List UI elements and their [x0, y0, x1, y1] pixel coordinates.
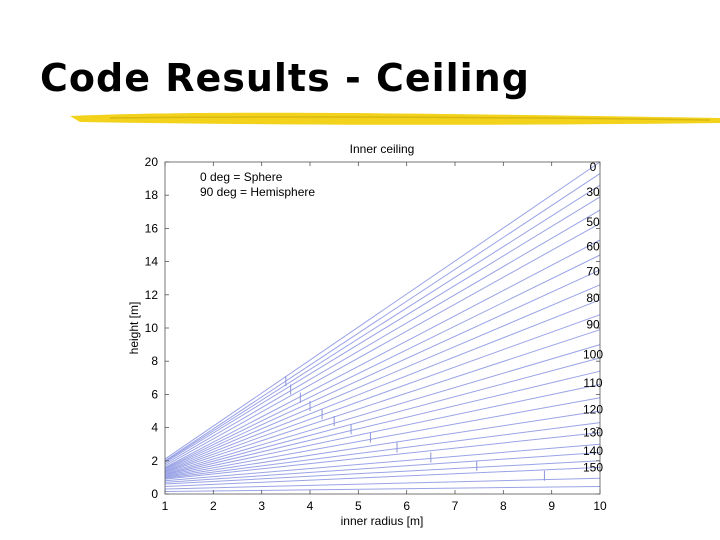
x-tick-label-6: 6: [403, 499, 410, 513]
curve-label-130: 130: [583, 426, 603, 440]
x-tick-label-4: 4: [307, 499, 314, 513]
y-tick-label-2: 2: [151, 454, 158, 468]
y-tick-label-20: 20: [145, 155, 159, 169]
x-tick-label-5: 5: [355, 499, 362, 513]
accent-bar-streak: [109, 116, 711, 121]
curve-140: [164, 452, 601, 483]
legend-line-2: 90 deg = Hemisphere: [200, 185, 315, 199]
curve-85: [164, 314, 601, 473]
curve-label-110: 110: [583, 376, 602, 390]
markers-group: [285, 376, 545, 481]
y-tick-label-0: 0: [151, 487, 158, 501]
curve-label-70: 70: [586, 265, 600, 279]
curve-125: [164, 422, 601, 479]
curve-105: [164, 370, 601, 476]
chart-title: Inner ceiling: [350, 142, 415, 156]
curve-80: [164, 299, 601, 472]
curve-135: [164, 443, 601, 482]
x-tick-label-10: 10: [593, 499, 607, 513]
curve-95: [164, 344, 601, 474]
legend-line-1: 0 deg = Sphere: [200, 170, 283, 184]
curve-30: [164, 196, 601, 463]
curve-label-100: 100: [583, 348, 603, 362]
y-tick-label-18: 18: [145, 188, 159, 202]
y-axis-label: height [m]: [127, 302, 141, 355]
curves-group: [164, 161, 601, 492]
y-tick-label-4: 4: [151, 421, 158, 435]
y-tick-label-10: 10: [145, 321, 159, 335]
y-tick-label-6: 6: [151, 387, 158, 401]
curve-40: [164, 209, 601, 465]
curve-label-0: 0: [590, 160, 597, 174]
curve-115: [164, 397, 601, 478]
curve-160: [164, 477, 601, 490]
curve-20: [164, 184, 601, 463]
curve-150: [164, 466, 601, 487]
curve-0: [164, 161, 601, 460]
curve-label-60: 60: [586, 240, 600, 254]
curve-label-140: 140: [583, 444, 603, 458]
x-axis-label: inner radius [m]: [341, 514, 424, 528]
x-tick-label-1: 1: [162, 499, 169, 513]
curve-50: [164, 222, 601, 467]
y-tick-label-14: 14: [145, 255, 159, 269]
curve-145: [164, 460, 601, 485]
curve-label-30: 30: [586, 185, 600, 199]
curve-label-150: 150: [583, 460, 603, 474]
curve-60: [164, 239, 601, 468]
y-tick-label-16: 16: [145, 221, 159, 235]
curve-90: [164, 329, 601, 473]
curve-label-50: 50: [586, 215, 600, 229]
x-tick-label-9: 9: [548, 499, 555, 513]
curve-label-90: 90: [586, 318, 600, 332]
curve-130: [164, 432, 601, 480]
curve-170: [164, 486, 601, 492]
accent-bar-shape: [70, 112, 720, 125]
curve-10: [164, 173, 601, 462]
x-tick-label-8: 8: [500, 499, 507, 513]
curve-100: [164, 357, 601, 475]
y-tick-label-8: 8: [151, 354, 158, 368]
curve-110: [164, 383, 601, 477]
y-tick-label-12: 12: [145, 288, 159, 302]
x-tick-label-2: 2: [210, 499, 217, 513]
x-tick-label-7: 7: [452, 499, 459, 513]
curve-label-120: 120: [583, 402, 603, 416]
x-tick-label-3: 3: [258, 499, 265, 513]
title-underline-bar: [70, 112, 720, 125]
x-ticks: 1 2 3 4 5 6 7 8 9 10: [162, 162, 607, 513]
curve-70: [164, 269, 601, 470]
slide-title: Code Results - Ceiling: [40, 56, 530, 100]
curve-120: [164, 410, 601, 478]
curve-label-80: 80: [586, 291, 600, 305]
curve-65: [164, 254, 601, 469]
y-ticks: 0 2 4 6 8 10 12 14 16 18 20: [145, 155, 600, 501]
curve-labels: 0 30 50 60 70 80 90 100 110 120 130 140 150: [583, 160, 603, 474]
curve-75: [164, 284, 601, 471]
